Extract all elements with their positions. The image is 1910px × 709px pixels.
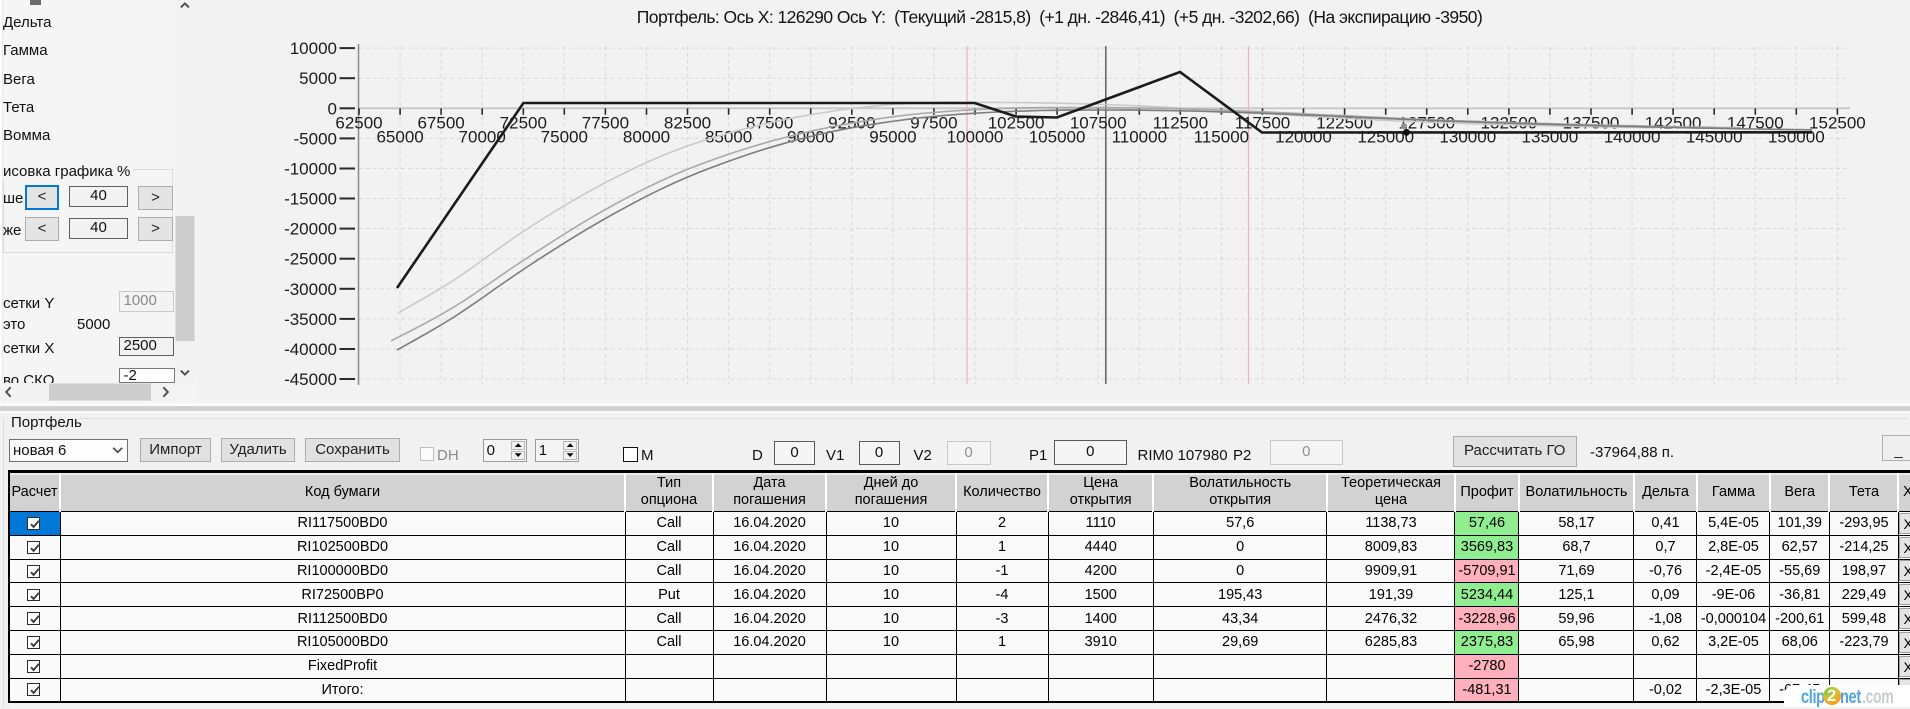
svg-text:135000: 135000 [1522, 128, 1579, 147]
svg-text:-25000: -25000 [284, 250, 337, 269]
svg-text:-10000: -10000 [284, 160, 337, 179]
svg-text:110000: 110000 [1112, 128, 1167, 147]
svg-text:150000: 150000 [1768, 128, 1825, 147]
svg-text:65000: 65000 [376, 128, 423, 147]
svg-text:115000: 115000 [1194, 128, 1249, 147]
svg-text:85000: 85000 [705, 128, 752, 147]
svg-text:-35000: -35000 [284, 310, 337, 329]
svg-text:130000: 130000 [1439, 128, 1496, 147]
svg-text:-30000: -30000 [284, 280, 337, 299]
svg-text:100000: 100000 [947, 128, 1004, 147]
svg-text:107500: 107500 [1070, 114, 1127, 133]
svg-text:75000: 75000 [541, 128, 588, 147]
svg-text:70000: 70000 [459, 128, 506, 147]
svg-text:112500: 112500 [1153, 114, 1208, 133]
svg-text:77500: 77500 [582, 114, 629, 133]
svg-text:105000: 105000 [1029, 128, 1086, 147]
svg-text:-5000: -5000 [294, 129, 337, 148]
svg-text:145000: 145000 [1686, 128, 1743, 147]
svg-text:152500: 152500 [1809, 114, 1866, 133]
svg-text:-20000: -20000 [284, 220, 337, 239]
svg-text:147500: 147500 [1727, 114, 1784, 133]
svg-text:5000: 5000 [299, 69, 337, 88]
svg-text:117500: 117500 [1235, 114, 1290, 133]
svg-text:-40000: -40000 [284, 340, 337, 359]
svg-text:-45000: -45000 [284, 370, 337, 389]
svg-text:140000: 140000 [1604, 128, 1661, 147]
svg-text:95000: 95000 [869, 128, 916, 147]
svg-text:82500: 82500 [664, 114, 711, 133]
svg-text:120000: 120000 [1275, 128, 1332, 147]
svg-text:62500: 62500 [335, 114, 382, 133]
svg-text:-15000: -15000 [284, 190, 337, 209]
svg-text:137500: 137500 [1563, 114, 1620, 133]
svg-text:102500: 102500 [988, 114, 1045, 133]
svg-text:67500: 67500 [417, 114, 464, 133]
svg-text:10000: 10000 [290, 39, 337, 58]
svg-text:0: 0 [328, 99, 337, 118]
svg-text:80000: 80000 [623, 128, 670, 147]
